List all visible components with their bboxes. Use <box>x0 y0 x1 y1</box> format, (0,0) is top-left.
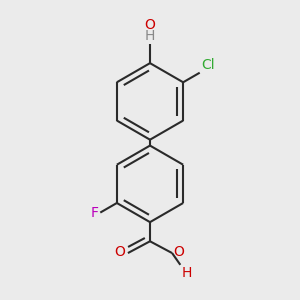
Text: F: F <box>91 206 99 220</box>
Text: H: H <box>145 29 155 43</box>
Text: O: O <box>115 245 126 260</box>
Text: O: O <box>145 18 155 32</box>
Text: Cl: Cl <box>201 58 215 72</box>
Text: H: H <box>181 266 192 280</box>
Text: O: O <box>173 245 184 260</box>
